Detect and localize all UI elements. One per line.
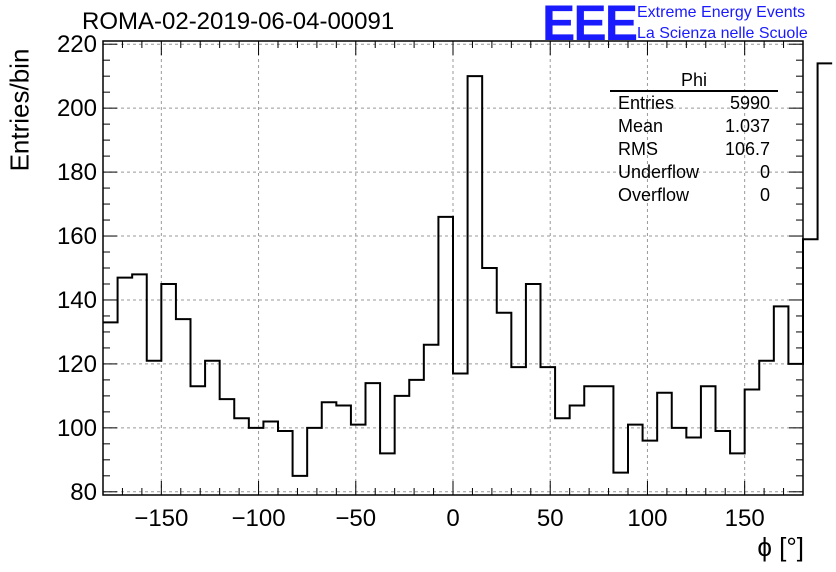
- x-tick-label: 150: [725, 505, 765, 532]
- stats-label: Entries: [618, 93, 675, 113]
- stats-row-overflow: Overflow 0: [610, 184, 778, 207]
- stats-label: RMS: [618, 139, 658, 159]
- x-tick-label: 50: [537, 505, 564, 532]
- stats-box: Phi Entries 5990 Mean 1.037 RMS 106.7 Un…: [610, 70, 778, 207]
- y-tick-label: 100: [57, 415, 97, 442]
- stats-row-entries: Entries 5990: [610, 92, 778, 115]
- y-tick-label: 120: [57, 351, 97, 378]
- x-tick-label: 100: [627, 505, 667, 532]
- stats-value: 106.7: [724, 139, 770, 159]
- y-tick-label: 140: [57, 287, 97, 314]
- eee-logo: EEE: [542, 0, 638, 51]
- y-tick-label: 80: [70, 479, 97, 506]
- y-tick-label: 200: [57, 95, 97, 122]
- y-axis-label: Entries/bin: [4, 48, 35, 172]
- x-tick-label: −150: [134, 505, 188, 532]
- x-tick-label: −100: [232, 505, 286, 532]
- stats-label: Overflow: [618, 185, 690, 205]
- logo-line-2: La Scienza nelle Scuole: [637, 25, 808, 42]
- stats-title: Phi: [610, 70, 778, 92]
- stats-row-underflow: Underflow 0: [610, 161, 778, 184]
- stats-row-rms: RMS 106.7: [610, 138, 778, 161]
- stats-value: 0: [759, 162, 770, 182]
- x-tick-label: −50: [335, 505, 376, 532]
- y-tick-label: 180: [57, 159, 97, 186]
- histogram-line: [103, 62, 833, 477]
- stats-value: 5990: [729, 93, 770, 113]
- x-tick-label: 0: [446, 505, 459, 532]
- y-tick-label: 220: [57, 31, 97, 58]
- y-tick-label: 160: [57, 223, 97, 250]
- chart-title: ROMA-02-2019-06-04-00091: [82, 8, 395, 35]
- stats-value: 0: [759, 185, 770, 205]
- stats-label: Mean: [618, 116, 664, 136]
- stats-value: 1.037: [724, 116, 770, 136]
- x-axis-label: ϕ [°]: [757, 532, 804, 562]
- stats-row-mean: Mean 1.037: [610, 115, 778, 138]
- logo-line-1: Extreme Energy Events: [637, 4, 806, 21]
- stats-label: Underflow: [618, 162, 700, 182]
